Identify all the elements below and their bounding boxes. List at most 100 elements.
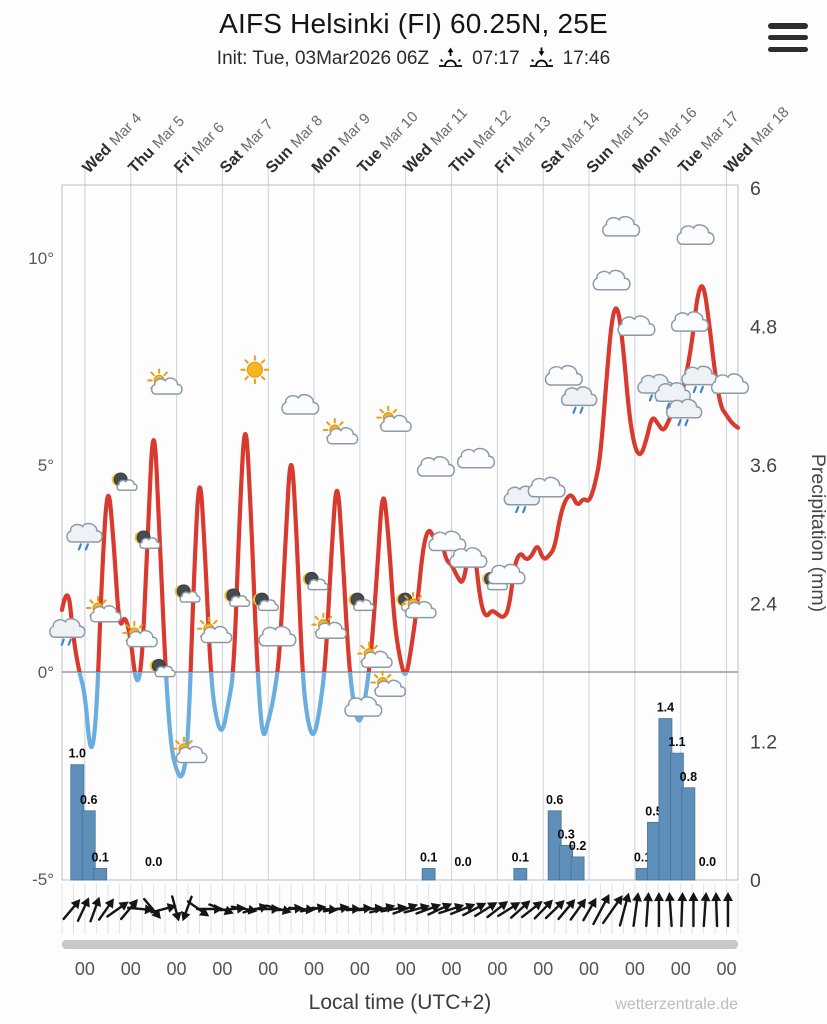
weather-cloud-icon [602,215,641,237]
precip-value-label: 1.4 [657,701,674,715]
wind-arrow [711,892,722,928]
weather-night-icon [134,530,161,549]
weather-night-icon [348,592,375,612]
wind-arrow [76,897,90,922]
precip-bar [681,787,696,881]
init-line: Init: Tue, 03Mar2026 06Z 07:17 [0,47,827,71]
precip-value-label: 1.1 [668,735,685,749]
weather-cloud-icon [449,547,488,568]
time-tick-label: 00 [396,959,416,979]
precip-value-label: 0.1 [91,850,108,864]
svg-text:4.8: 4.8 [750,317,777,339]
precip-bar [547,810,562,881]
weather-rain-icon [49,618,86,646]
weather-cloud-icon [527,476,566,498]
precip-bar [647,821,661,881]
wind-arrow [533,899,553,920]
precip-value-label: 0.1 [512,850,529,864]
time-tick-label: 00 [487,959,507,979]
wind-arrow [618,892,632,927]
weather-partly-icon [401,591,437,619]
sunset-icon [528,47,555,71]
precip-value-label: 0.1 [634,850,651,864]
wind-arrow [462,902,487,917]
wind-arrow [474,902,498,918]
weather-cloud-icon [428,530,467,552]
precip-value-label: 0.2 [569,839,586,853]
weather-rain-icon [665,398,703,427]
weather-cloud-icon [281,393,320,415]
precip-bar [70,764,85,881]
weather-partly-icon [86,596,122,623]
precip-value-label: 0.8 [680,770,697,784]
wind-arrow [415,902,441,915]
precip-value-label: 0.3 [557,827,574,841]
wind-arrow [643,892,653,928]
wind-strip-baseline [62,940,738,949]
precip-axis-title: Precipitation (mm) [807,454,827,612]
precip-value-label: 0.6 [546,793,563,807]
time-tick-label: 00 [671,959,691,979]
wind-arrow [106,901,129,918]
weather-cloud-icon [710,373,750,394]
wind-arrow [723,892,733,928]
wind-arrow [700,892,711,928]
temp-axis-labels: 10° 5° 0° -5° [28,249,54,889]
wind-arrow [427,902,453,916]
sunrise-time: 07:17 [472,48,520,69]
wind-arrow [392,902,418,915]
svg-text:6: 6 [750,178,761,200]
weather-night-icon [111,472,138,492]
time-tick-label: 00 [350,959,370,979]
precip-value-label: 0.5 [645,804,662,818]
temperature-curve [59,284,741,779]
weather-partly-icon [357,641,393,669]
page-title: AIFS Helsinki (FI) 60.25N, 25E [219,8,608,39]
wind-arrow [601,895,623,925]
svg-text:-5°: -5° [32,870,54,889]
weather-sun-icon [240,355,270,385]
weather-night-icon [149,658,176,678]
time-tick-label: 00 [258,959,278,979]
time-tick-label: 00 [442,959,462,979]
wind-arrow [89,896,102,923]
wind-arrow [582,897,597,922]
hamburger-menu-icon[interactable] [765,20,811,55]
time-tick-label: 00 [212,959,232,979]
wind-arrow [677,892,688,928]
time-tick-label: 00 [75,959,95,979]
weather-night-icon [224,588,251,607]
svg-text:0°: 0° [38,663,54,682]
weather-partly-icon [370,670,407,698]
weather-rain-icon [560,386,598,414]
wind-arrow [126,904,155,915]
init-label: Init: Tue, 03Mar2026 06Z [216,48,430,69]
weather-cloud-icon [258,625,297,647]
weather-partly-icon [147,368,183,395]
weather-cloud-icon [544,364,583,386]
time-tick-label: 00 [304,959,324,979]
wind-arrow [497,902,521,918]
precip-bar [93,868,108,881]
wind-arrow [97,898,114,921]
svg-text:2.4: 2.4 [750,593,777,615]
time-tick-label: 00 [579,959,599,979]
wind-arrow [557,899,576,921]
time-axis-labels: 00 00 00 00 00 00 00 00 00 00 00 00 00 00 00 [75,959,737,979]
wind-arrow [653,892,664,928]
weather-rain-icon [66,522,103,551]
precip-value-label: 0.0 [145,855,162,869]
precip-bar [635,868,650,881]
chart-header: AIFS Helsinki (FI) 60.25N, 25E Init: Tue… [0,8,827,71]
precip-bar [570,856,585,881]
svg-text:10°: 10° [28,249,54,268]
precip-value-label: 0.0 [454,855,471,869]
wind-arrows [62,892,733,928]
weather-partly-icon [376,405,412,433]
time-tick-label: 00 [717,959,737,979]
weather-partly-icon [196,616,233,644]
wind-arrow [520,900,543,919]
precip-bars: 1.0 0.6 0.1 0.0 0.1 0.0 0.1 0.6 0.30.2 0.1 0.5 1.4 1… [69,701,716,881]
